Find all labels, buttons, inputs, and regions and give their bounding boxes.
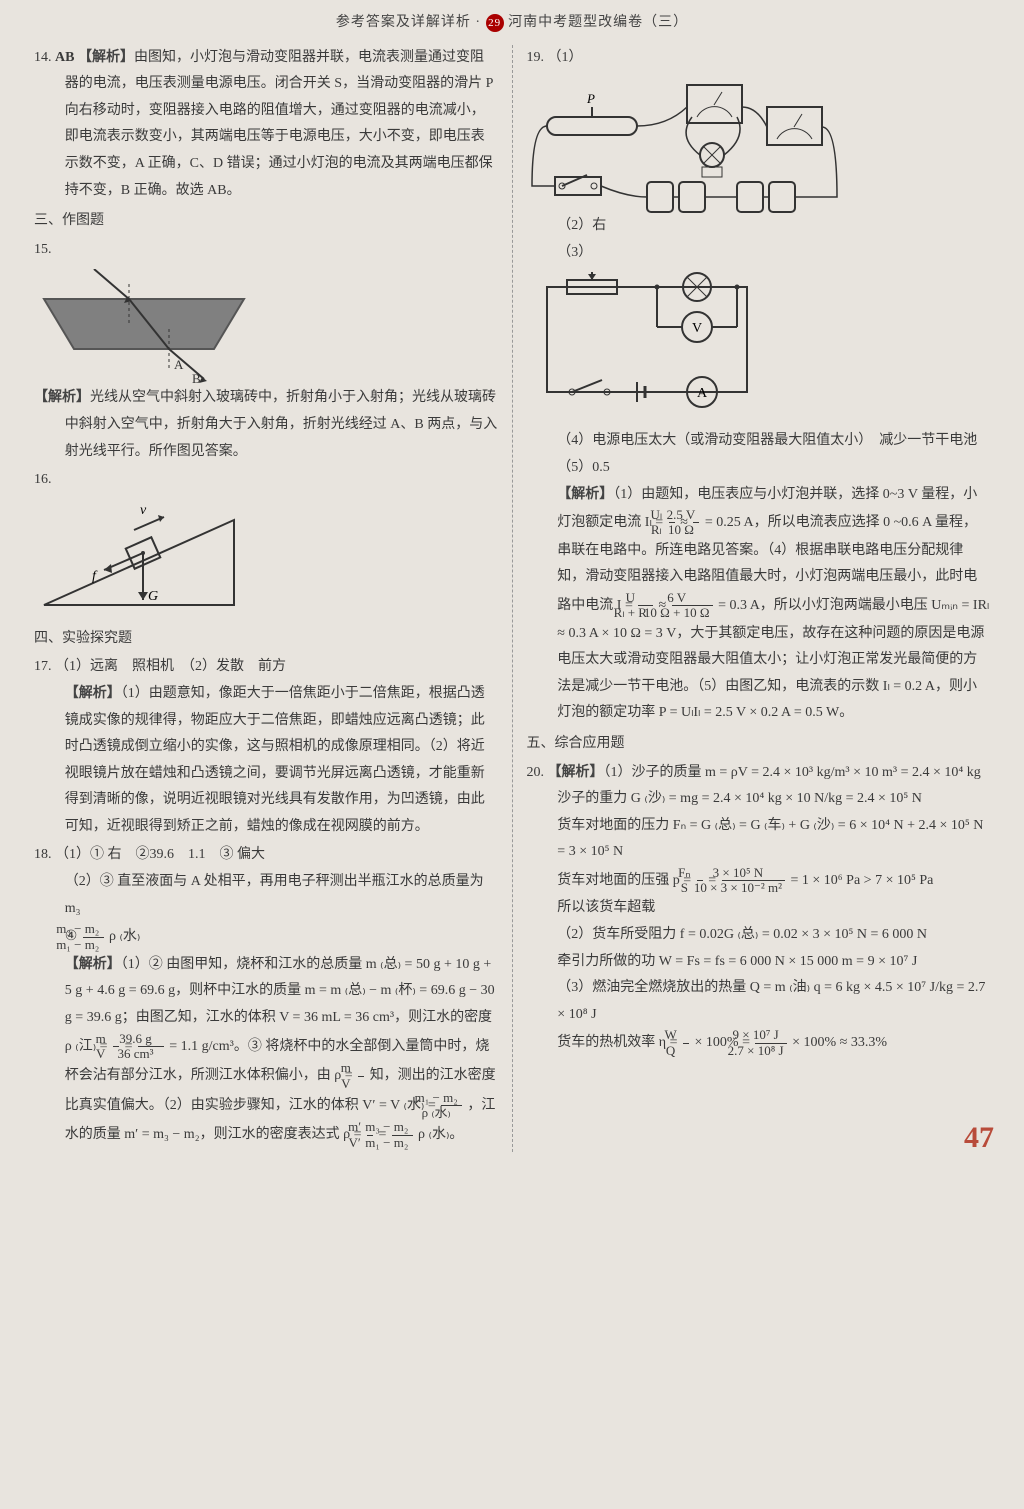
q18-line1: （1）① 右 ②39.6 1.1 ③ 偏大 xyxy=(55,847,265,862)
q18-line3b: ρ ₍水₎ xyxy=(109,929,140,944)
right-column: 19. （1） P xyxy=(513,45,1001,1152)
q18-frac5: m₁ − m₂ ρ ₍水₎ xyxy=(439,1091,464,1121)
q18-frac7: m₃ − m₂ m₁ − m₂ xyxy=(390,1120,415,1150)
section-5-title: 五、综合应用题 xyxy=(527,731,991,758)
q15-label-b: B xyxy=(192,371,201,386)
q15-figure: A B xyxy=(34,269,254,379)
q14-num: 14. xyxy=(34,50,52,65)
header-left: 参考答案及详解详析 xyxy=(336,15,471,30)
q17-analysis: （1）由题意知，像距大于一倍焦距小于二倍焦距，根据凸透镜成实像的规律得，物距应大… xyxy=(65,686,485,834)
q19-label-a: A xyxy=(697,386,708,401)
q19-label-p: P xyxy=(586,91,595,106)
q15-num: 15. xyxy=(34,242,52,257)
q14-answer: AB xyxy=(55,50,74,65)
q20-a8: （3）燃油完全燃烧放出的热量 Q = m ₍油₎ q = 6 kg × 4.5 … xyxy=(557,980,985,1022)
q18-frac1: m₃ − m₂ m₁ − m₂ xyxy=(81,922,106,952)
header-dot: 29 xyxy=(486,14,504,32)
q20-a5: 所以该货车超载 xyxy=(557,900,655,915)
q20-fracF: 3 × 10⁵ N 10 × 3 × 10⁻² m² xyxy=(720,866,787,896)
q20: 20. （1）沙子的质量 m = ρV = 2.4 × 10³ kg/m³ × … xyxy=(527,760,991,1059)
q20-a9a: 货车的热机效率 η = xyxy=(557,1035,681,1050)
q16-figure: v f G xyxy=(34,500,254,620)
q19-fracB: 2.5 V 10 Ω xyxy=(691,508,701,538)
q19-circuit-figure: V A xyxy=(557,272,797,422)
q19-l5: （5）0.5 xyxy=(557,460,610,475)
q20-a3: 货车对地面的压力 Fₙ = G ₍总₎ = G ₍车₎ + G ₍沙₎ = 6 … xyxy=(557,818,983,860)
q18-num: 18. xyxy=(34,847,52,862)
q16-label-g: G xyxy=(148,589,158,604)
q20-a2: 沙子的重力 G ₍沙₎ = mg = 2.4 × 10⁴ kg × 10 N/k… xyxy=(557,791,922,806)
q20-num: 20. xyxy=(527,765,545,780)
q20-fracH: 9 × 10⁷ J 2.7 × 10⁸ J xyxy=(753,1028,788,1058)
q19-l1: （1） xyxy=(548,50,583,65)
q15: 15. A B xyxy=(34,237,498,465)
q19-num: 19. xyxy=(527,50,545,65)
q20-a7: 牵引力所做的功 W = Fs = fs = 6 000 N × 15 000 m… xyxy=(557,954,917,969)
q17-answer: （1）远离 照相机 （2）发散 前方 xyxy=(55,659,286,674)
q19-l4: （4）电源电压太大（或滑动变阻器最大阻值太小） 减少一节干电池 xyxy=(557,433,977,448)
q19-l3: （3） xyxy=(557,245,592,260)
q18: 18. （1）① 右 ②39.6 1.1 ③ 偏大 （2）③ 直至液面与 A 处… xyxy=(34,842,498,1150)
q18-eq2f: ρ ₍水₎。 xyxy=(418,1127,463,1142)
q20-a9c: × 100% ≈ 33.3% xyxy=(792,1035,887,1050)
q19-device-figure: P xyxy=(557,77,877,207)
q15-analysis: 光线从空气中斜射入玻璃砖中，折射角小于入射角；光线从玻璃砖中斜射入空气中，折射角… xyxy=(34,390,497,458)
page-header: 参考答案及详解详析 · 29 河南中考题型改编卷（三） xyxy=(24,10,1000,37)
q18-frac3: 39.6 g 36 cm³ xyxy=(136,1032,166,1062)
q17-num: 17. xyxy=(34,659,52,674)
q19-l2: （2）右 xyxy=(557,218,606,233)
header-right: 河南中考题型改编卷（三） xyxy=(508,15,688,30)
q20-fracG: W Q xyxy=(681,1028,691,1058)
q16: 16. v f xyxy=(34,467,498,620)
q20-a4c: = 1 × 10⁶ Pa > 7 × 10⁵ Pa xyxy=(791,873,934,888)
q18-frac4: m V xyxy=(356,1061,366,1091)
q16-label-v: v xyxy=(140,503,147,518)
q18-line2: （2）③ 直至液面与 A 处相平，再用电子秤测出半瓶江水的总质量为 m₃ xyxy=(65,874,484,916)
q20-a1: （1）沙子的质量 m = ρV = 2.4 × 10³ kg/m³ × 10 m… xyxy=(548,765,981,780)
q19-label-v: V xyxy=(692,321,702,336)
section-4-title: 四、实验探究题 xyxy=(34,626,498,653)
q17: 17. （1）远离 照相机 （2）发散 前方 （1）由题意知，像距大于一倍焦距小… xyxy=(34,654,498,840)
section-3-title: 三、作图题 xyxy=(34,208,498,235)
q14-analysis: 由图知，小灯泡与滑动变阻器并联，电流表测量通过变阻器的电流，电压表测量电源电压。… xyxy=(65,50,493,198)
q16-num: 16. xyxy=(34,472,52,487)
left-column: 14. AB 由图知，小灯泡与滑动变阻器并联，电流表测量通过变阻器的电流，电压表… xyxy=(24,45,513,1152)
page-number: 47 xyxy=(964,1109,994,1166)
q19: 19. （1） P xyxy=(527,45,991,727)
q19-fracD: 6 V 10 Ω + 10 Ω xyxy=(670,591,715,621)
q20-a6: （2）货车所受阻力 f = 0.02G ₍总₎ = 0.02 × 3 × 10⁵… xyxy=(557,927,927,942)
q20-a4a: 货车对地面的压强 p = xyxy=(557,873,694,888)
q15-label-a: A xyxy=(174,357,184,372)
q14: 14. AB 由图知，小灯泡与滑动变阻器并联，电流表测量通过变阻器的电流，电压表… xyxy=(34,45,498,205)
